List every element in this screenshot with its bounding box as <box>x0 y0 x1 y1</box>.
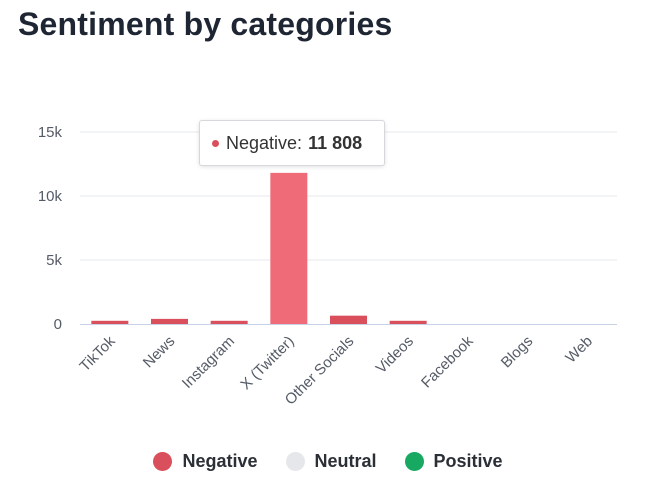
tooltip-value: 11 808 <box>308 132 363 153</box>
x-tick-label: Facebook <box>418 332 477 391</box>
x-tick-label: X (Twitter) <box>237 333 297 393</box>
bars <box>91 172 427 324</box>
legend-item-positive[interactable]: Positive <box>404 450 503 472</box>
legend-marker-neutral <box>285 451 305 471</box>
legend-label-neutral: Neutral <box>314 450 377 471</box>
legend-item-negative[interactable]: Negative <box>153 450 258 472</box>
bar-negative-other-socials[interactable] <box>330 315 367 324</box>
x-tick-label: Instagram <box>179 333 238 392</box>
x-tick-label: Web <box>562 333 596 367</box>
legend-label-negative: Negative <box>182 450 258 471</box>
bar-negative-x-twitter[interactable] <box>270 172 308 324</box>
tooltip-series-name: Negative <box>226 132 298 153</box>
tooltip-series-dot <box>212 139 219 147</box>
chart-legend: Negative Neutral Positive <box>0 446 656 476</box>
bar-negative-news[interactable] <box>151 318 188 324</box>
legend-marker-positive <box>404 451 424 471</box>
y-tick-label: 10k <box>38 188 63 205</box>
y-axis-ticks: 0 5k 10k 15k <box>38 124 63 333</box>
x-axis-ticks: TikTok News Instagram X (Twitter)Other Soci… <box>76 332 596 408</box>
y-tick-label: 0 <box>54 316 62 333</box>
tooltip-separator: : <box>297 132 303 153</box>
bar-negative-instagram[interactable] <box>210 320 248 324</box>
bar-negative-tiktok[interactable] <box>91 320 129 324</box>
x-tick-label: TikTok <box>76 332 119 375</box>
bar-chart: 0 5k 10k 15k TikTok News Instagram X (Twitter)… <box>38 124 617 409</box>
y-tick-label: 5k <box>46 252 62 269</box>
bar-tooltip: Negative: 11 808 <box>199 120 385 166</box>
x-tick-label: Blogs <box>498 333 537 372</box>
x-tick-label: Videos <box>373 333 417 377</box>
bar-negative-videos[interactable] <box>389 320 427 324</box>
legend-item-neutral[interactable]: Neutral <box>285 450 377 472</box>
chart-title: Sentiment by categories <box>18 6 393 42</box>
y-tick-label: 15k <box>38 124 63 141</box>
legend-marker-negative <box>153 451 173 471</box>
legend-label-positive: Positive <box>433 450 503 471</box>
x-tick-label: News <box>140 333 179 372</box>
